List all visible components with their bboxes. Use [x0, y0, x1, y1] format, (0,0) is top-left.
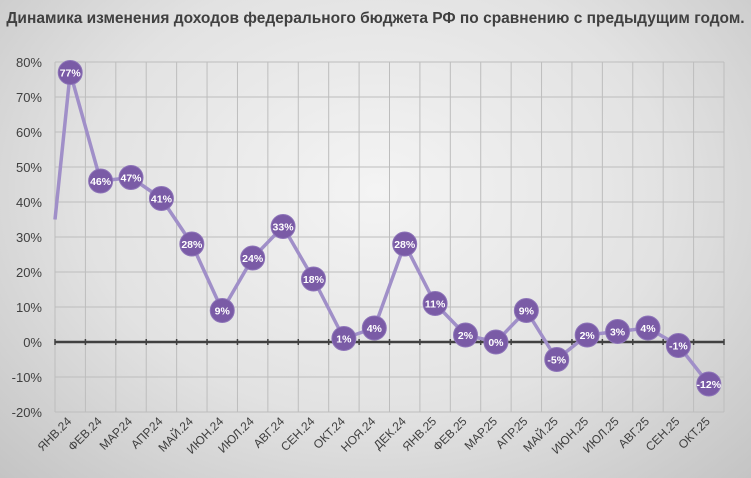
- data-point: [331, 326, 357, 351]
- data-point: [88, 168, 114, 194]
- data-label: 41%: [151, 194, 173, 206]
- data-label: -12%: [697, 379, 722, 391]
- data-point: [209, 298, 235, 323]
- y-tick-label: -10%: [12, 370, 43, 385]
- data-point: [574, 322, 600, 348]
- data-label: -1%: [669, 341, 688, 353]
- x-tick-label: ФЕВ.24: [65, 414, 105, 454]
- data-label: 47%: [121, 173, 143, 185]
- data-label: 77%: [60, 68, 82, 80]
- x-tick-label: СЕН.25: [643, 414, 683, 454]
- data-label: -5%: [547, 355, 566, 367]
- x-tick-label: МАР.24: [97, 414, 136, 453]
- data-point: [635, 315, 661, 341]
- data-label: 11%: [425, 299, 446, 311]
- data-label: 9%: [215, 306, 231, 318]
- data-label: 28%: [181, 239, 203, 251]
- data-point: [544, 347, 570, 372]
- data-point: [118, 165, 144, 190]
- y-tick-label: 40%: [16, 195, 42, 210]
- data-point: [361, 315, 387, 341]
- data-point: [392, 231, 418, 257]
- data-label: 3%: [610, 327, 626, 339]
- data-label: 18%: [303, 274, 325, 286]
- data-point: [665, 333, 691, 358]
- data-label: 1%: [336, 334, 352, 346]
- y-tick-label: 50%: [16, 160, 42, 175]
- data-point: [240, 245, 266, 271]
- data-label: 4%: [640, 323, 656, 335]
- data-point: [270, 214, 296, 239]
- x-tick-label: ОКТ.25: [675, 414, 713, 452]
- data-point: [513, 298, 539, 323]
- y-tick-label: 60%: [16, 125, 42, 140]
- y-tick-label: 30%: [16, 230, 42, 245]
- x-tick-label: ФЕВ.25: [430, 414, 470, 454]
- data-label: 33%: [273, 222, 295, 234]
- data-label: 46%: [90, 176, 112, 188]
- data-label: 28%: [394, 239, 416, 251]
- data-point: [57, 60, 83, 85]
- y-tick-label: 0%: [23, 335, 42, 350]
- data-point: [453, 322, 479, 348]
- x-tick-label: СЕН.24: [278, 414, 318, 454]
- data-label: 2%: [458, 330, 474, 342]
- y-tick-label: 80%: [16, 55, 42, 70]
- data-label: 9%: [519, 306, 535, 318]
- x-tick-label: НОЯ.24: [338, 414, 379, 455]
- y-tick-label: -20%: [12, 405, 43, 420]
- y-tick-label: 20%: [16, 265, 42, 280]
- data-label: 24%: [242, 253, 264, 265]
- y-tick-label: 70%: [16, 90, 42, 105]
- data-point: [179, 231, 205, 257]
- data-point: [605, 319, 631, 344]
- data-label: 2%: [580, 330, 596, 342]
- y-tick-label: 10%: [16, 300, 42, 315]
- data-label: 4%: [367, 323, 383, 335]
- x-tick-label: МАР.25: [462, 414, 501, 453]
- data-point: [696, 371, 722, 397]
- data-point: [300, 266, 326, 292]
- data-label: 0%: [488, 337, 504, 349]
- data-point: [148, 186, 174, 211]
- data-point: [422, 291, 448, 316]
- chart-title: Динамика изменения доходов федерального …: [6, 10, 745, 27]
- data-point: [483, 329, 509, 355]
